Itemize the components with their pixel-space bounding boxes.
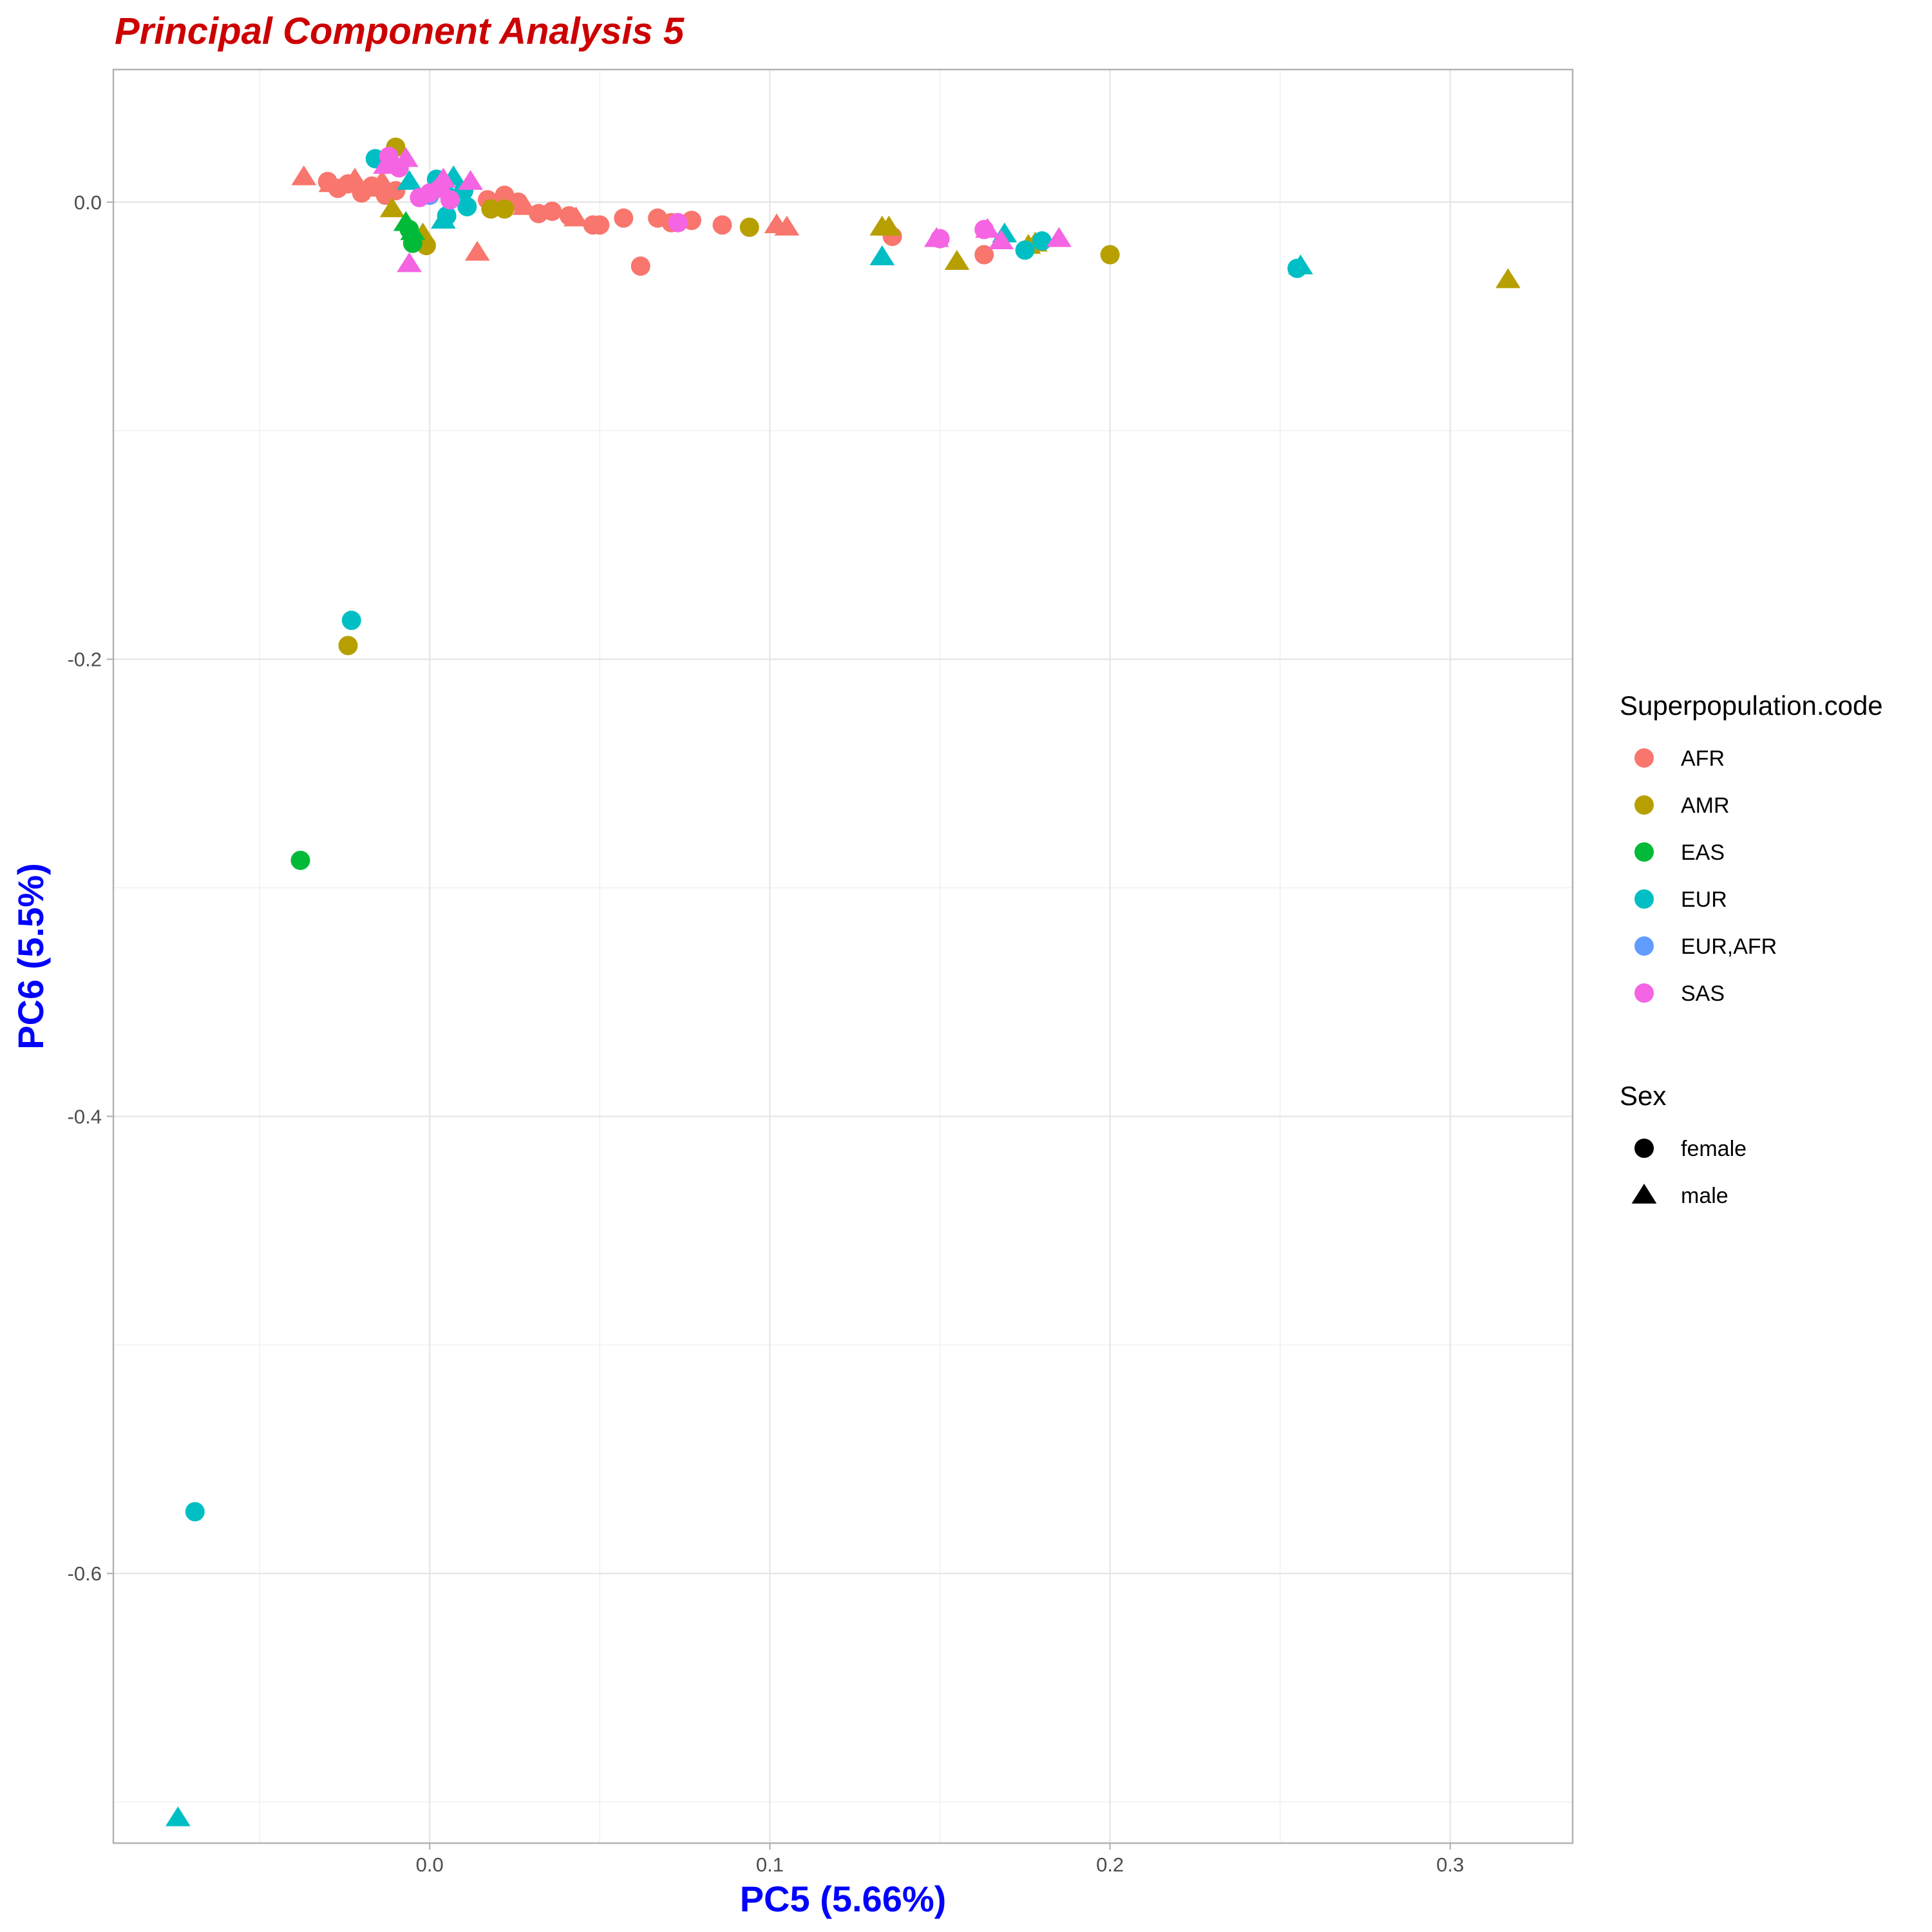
point-eur-male bbox=[165, 1806, 191, 1826]
point-eur-male bbox=[1288, 254, 1313, 275]
x-axis-ticks: 0.0 0.1 0.2 0.3 bbox=[416, 1843, 1464, 1876]
point-afr-female bbox=[630, 256, 650, 276]
point-sas-male bbox=[975, 218, 1000, 238]
legend-label-sas: SAS bbox=[1681, 981, 1725, 1006]
legend-label-afr: AFR bbox=[1681, 746, 1725, 771]
point-afr-female bbox=[974, 245, 994, 265]
x-tick-label: 0.2 bbox=[1096, 1853, 1124, 1876]
point-sas-female bbox=[440, 190, 460, 210]
point-amr-male bbox=[944, 250, 970, 270]
plot-panel bbox=[112, 68, 1574, 1844]
data-points bbox=[165, 137, 1521, 1826]
legend-label-female: female bbox=[1681, 1137, 1747, 1161]
legend-key-male bbox=[1631, 1184, 1657, 1204]
point-amr-female bbox=[495, 199, 515, 219]
legend-label-eur: EUR bbox=[1681, 887, 1727, 912]
point-afr-male bbox=[464, 240, 490, 261]
legend-label-amr: AMR bbox=[1681, 793, 1730, 818]
x-tick-label: 0.3 bbox=[1436, 1853, 1464, 1876]
point-amr-female bbox=[1100, 245, 1120, 265]
legend-title: Superpopulation.code bbox=[1620, 690, 1883, 721]
point-afr-male bbox=[512, 194, 538, 215]
legend-label-eas: EAS bbox=[1681, 840, 1725, 865]
point-amr-female bbox=[481, 199, 501, 219]
y-tick-label: -0.4 bbox=[68, 1105, 102, 1128]
point-afr-male bbox=[318, 172, 344, 193]
point-eas-female bbox=[290, 850, 310, 870]
point-sas-male bbox=[393, 147, 419, 167]
point-amr-male bbox=[1495, 268, 1521, 289]
plot-panel-border bbox=[112, 68, 1574, 1844]
major-gridlines bbox=[113, 70, 1573, 1843]
chart-title: Principal Component Analysis 5 bbox=[115, 10, 685, 52]
x-axis-title: PC5 (5.66%) bbox=[740, 1879, 947, 1919]
legend: Superpopulation.code AFR AMR EAS EUR EUR,AFR S… bbox=[1620, 690, 1883, 1208]
point-afr-male bbox=[563, 206, 589, 227]
point-amr-male bbox=[379, 197, 405, 218]
legend-key-afr bbox=[1634, 748, 1654, 768]
y-tick-label: -0.2 bbox=[68, 649, 102, 671]
point-sas-female bbox=[668, 213, 688, 232]
plot-panel-background bbox=[113, 70, 1573, 1843]
legend-key-sas bbox=[1634, 983, 1654, 1003]
legend-label-male: male bbox=[1681, 1184, 1728, 1208]
y-axis-title: PC6 (5.5%) bbox=[10, 863, 51, 1049]
point-eur-female bbox=[1015, 240, 1035, 260]
point-afr-female bbox=[542, 202, 562, 222]
legend-title: Sex bbox=[1620, 1081, 1666, 1111]
point-sas-male bbox=[989, 229, 1014, 249]
point-eur-female bbox=[341, 611, 361, 630]
point-eur-male bbox=[397, 169, 422, 190]
legend-key-eur bbox=[1634, 889, 1654, 909]
point-afr-female bbox=[614, 208, 634, 228]
point-eur-female bbox=[457, 196, 477, 216]
point-eur-male bbox=[430, 209, 456, 229]
legend-key-female bbox=[1634, 1139, 1654, 1158]
minor-gridlines bbox=[113, 70, 1573, 1843]
y-tick-label: 0.0 bbox=[74, 191, 102, 214]
point-eur-male bbox=[869, 245, 895, 265]
point-sas-male bbox=[923, 227, 949, 247]
point-eur-female bbox=[1032, 231, 1052, 251]
point-sas-male bbox=[458, 169, 483, 190]
legend-key-eur-afr bbox=[1634, 936, 1654, 956]
point-afr-male bbox=[291, 165, 317, 185]
point-eur-female bbox=[185, 1502, 205, 1522]
y-tick-label: -0.6 bbox=[68, 1562, 102, 1585]
point-sas-male bbox=[1046, 227, 1072, 247]
point-afr-male bbox=[342, 167, 368, 188]
point-sas-male bbox=[397, 252, 422, 272]
point-amr-male bbox=[876, 215, 902, 236]
point-afr-male bbox=[369, 169, 395, 190]
x-tick-label: 0.1 bbox=[756, 1853, 784, 1876]
legend-key-amr bbox=[1634, 795, 1654, 815]
legend-key-eas bbox=[1634, 842, 1654, 862]
point-amr-female bbox=[739, 217, 759, 237]
y-axis-ticks: 0.0 -0.2 -0.4 -0.6 bbox=[68, 191, 113, 1585]
point-afr-female bbox=[590, 215, 610, 235]
legend-label-eur-afr: EUR,AFR bbox=[1681, 934, 1777, 959]
point-amr-female bbox=[338, 636, 358, 656]
x-tick-label: 0.0 bbox=[416, 1853, 444, 1876]
point-eas-male bbox=[400, 220, 426, 240]
point-sas-male bbox=[373, 154, 398, 174]
point-afr-female bbox=[712, 215, 732, 235]
point-afr-male bbox=[355, 176, 381, 197]
point-sas-male bbox=[430, 167, 456, 188]
point-afr-male bbox=[774, 215, 800, 236]
